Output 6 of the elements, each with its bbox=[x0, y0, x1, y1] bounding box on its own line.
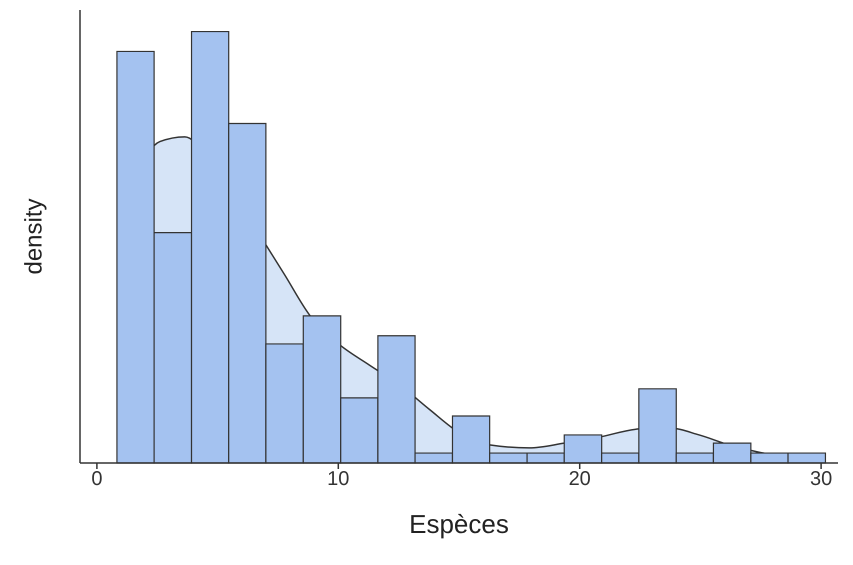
y-axis-title: density bbox=[20, 198, 48, 275]
x-tick-label: 20 bbox=[568, 468, 591, 490]
x-tick-label: 0 bbox=[91, 468, 102, 490]
x-axis-title: Espèces bbox=[409, 509, 509, 539]
x-tick-label: 10 bbox=[327, 468, 350, 490]
x-tick-label: 30 bbox=[810, 468, 832, 490]
